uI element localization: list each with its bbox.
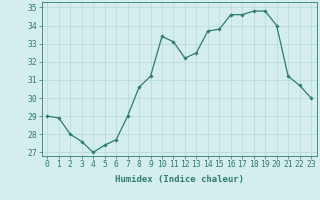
X-axis label: Humidex (Indice chaleur): Humidex (Indice chaleur) <box>115 175 244 184</box>
